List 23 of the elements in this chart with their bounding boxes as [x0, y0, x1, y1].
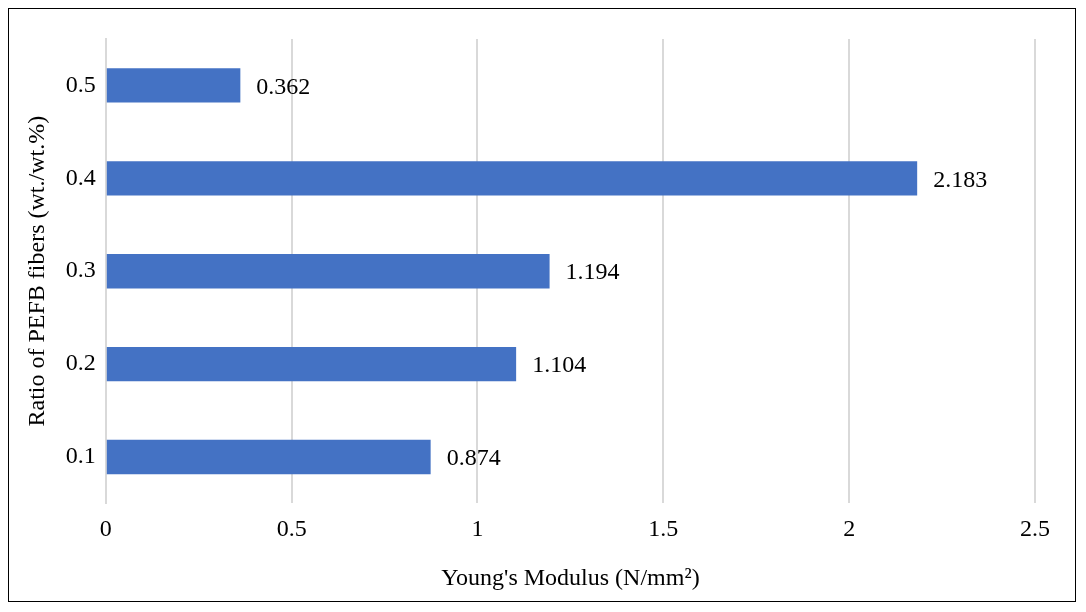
x-tick-label: 2 — [843, 515, 856, 542]
bar — [106, 346, 517, 382]
bar — [106, 68, 241, 103]
x-tick-label: 0.5 — [276, 515, 307, 542]
x-tick-label: 1 — [471, 515, 484, 542]
bar — [106, 439, 431, 475]
data-label: 1.194 — [565, 258, 620, 285]
data-label: 2.183 — [933, 165, 988, 192]
bar — [106, 254, 550, 289]
data-label: 1.104 — [532, 351, 587, 378]
y-tick-label: 0.5 — [65, 70, 96, 97]
bar — [106, 161, 918, 196]
y-tick-label: 0.2 — [65, 349, 96, 376]
y-axis-title: Ratio of PEFB fibers (wt./wt.%) — [22, 115, 49, 427]
y-tick-label: 0.1 — [65, 442, 96, 469]
x-tick-label: 2.5 — [1020, 515, 1050, 542]
data-label: 0.874 — [446, 444, 501, 471]
x-tick-label: 0 — [99, 515, 112, 542]
data-label: 0.362 — [256, 72, 311, 99]
x-axis-title: Young's Modulus (N/mm²) — [441, 563, 700, 590]
x-tick-label: 1.5 — [648, 515, 679, 542]
y-tick-label: 0.3 — [65, 256, 96, 283]
y-tick-label: 0.4 — [65, 163, 96, 190]
